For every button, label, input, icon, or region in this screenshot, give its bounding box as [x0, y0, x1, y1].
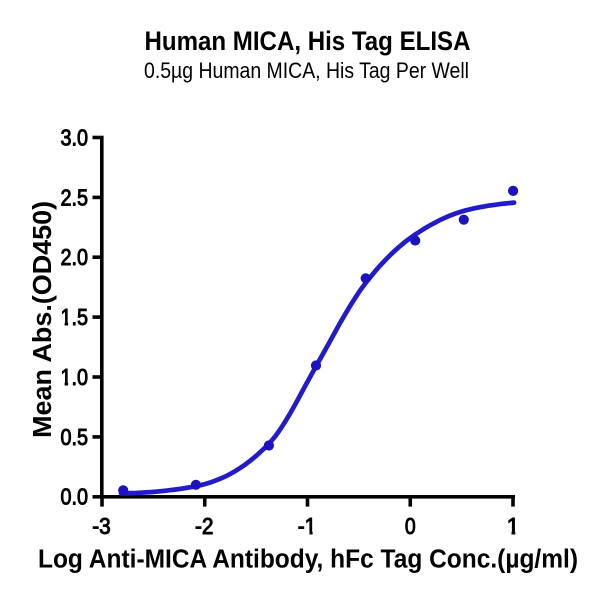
- svg-text:Human MICA, His Tag ELISA: Human MICA, His Tag ELISA: [145, 26, 471, 56]
- svg-text:0.5: 0.5: [61, 424, 89, 450]
- svg-text:0: 0: [405, 513, 416, 539]
- svg-text:1.0: 1.0: [61, 364, 89, 390]
- svg-text:0.5µg Human MICA, His Tag Per: 0.5µg Human MICA, His Tag Per Well: [144, 58, 469, 83]
- svg-text:1.5: 1.5: [61, 304, 89, 330]
- svg-text:Log Anti-MICA Antibody, hFc Ta: Log Anti-MICA Antibody, hFc Tag Conc.(µg…: [38, 546, 578, 574]
- svg-text:0.0: 0.0: [61, 484, 89, 510]
- svg-text:-3: -3: [92, 513, 111, 539]
- svg-text:-2: -2: [195, 513, 214, 539]
- svg-text:-1: -1: [298, 513, 317, 539]
- svg-text:Mean Abs.(OD450): Mean Abs.(OD450): [29, 201, 57, 438]
- svg-text:3.0: 3.0: [61, 124, 89, 150]
- svg-text:2.5: 2.5: [61, 184, 89, 210]
- svg-text:2.0: 2.0: [61, 244, 89, 270]
